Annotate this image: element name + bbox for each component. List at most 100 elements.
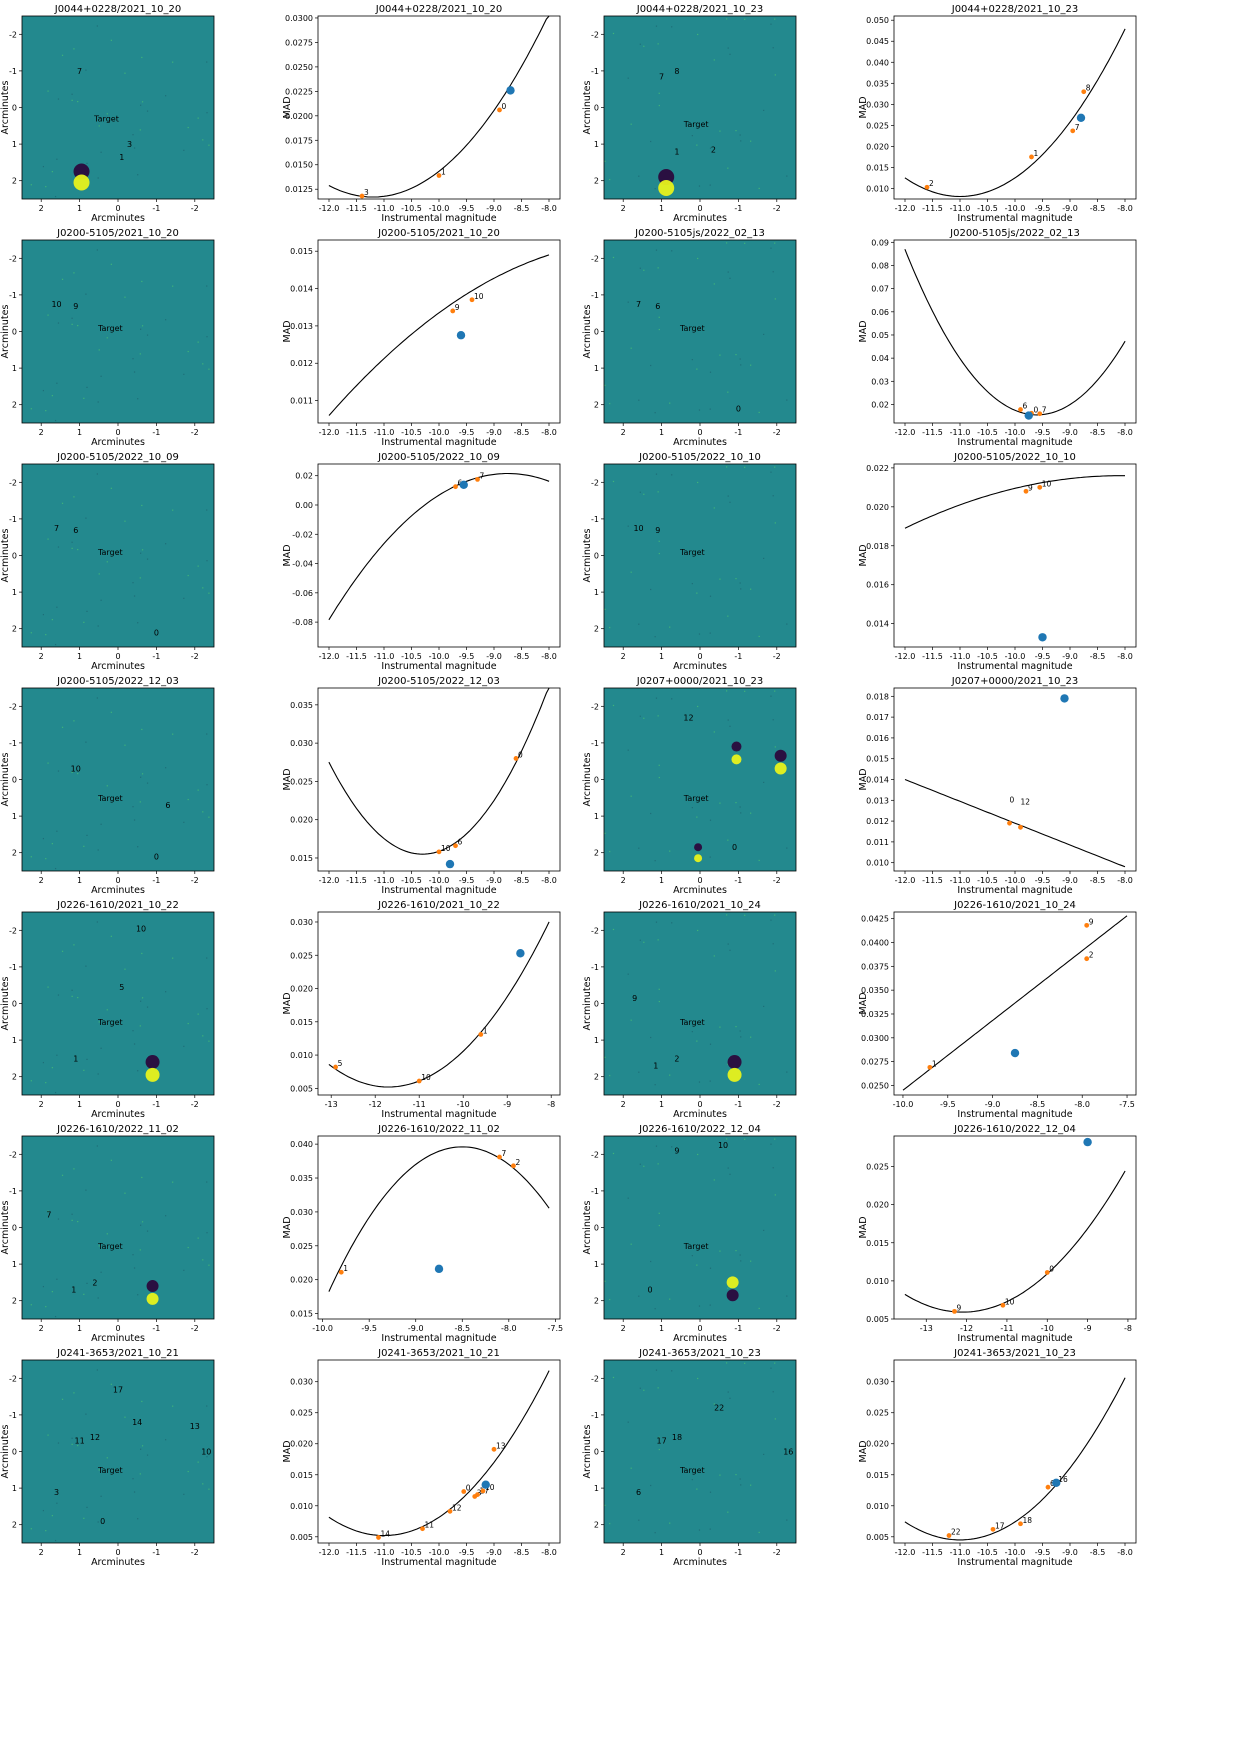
noise-pixel xyxy=(51,1291,53,1293)
target-label: Target xyxy=(97,794,123,803)
x-tick-label: -2 xyxy=(773,1548,781,1557)
panel-title: J0044+0228/2021_10_23 xyxy=(951,4,1079,15)
star-label: 22 xyxy=(714,1404,724,1413)
noise-pixel xyxy=(604,608,606,610)
star-label: 10 xyxy=(633,524,643,533)
y-tick-label: 1 xyxy=(594,812,599,821)
noise-pixel xyxy=(141,1445,144,1447)
x-tick-label: -8.0 xyxy=(541,204,557,213)
x-tick-label: -11.5 xyxy=(346,428,367,437)
x-tick-label: -9.5 xyxy=(459,1548,475,1557)
noise-pixel xyxy=(750,364,752,366)
x-tick-label: -9.5 xyxy=(1035,204,1051,213)
star-label: 0 xyxy=(154,628,159,637)
point-label: 11 xyxy=(425,1521,435,1530)
y-tick-label: 2 xyxy=(12,625,17,634)
noise-pixel xyxy=(630,1243,632,1245)
noise-pixel xyxy=(609,1074,611,1077)
noise-pixel xyxy=(47,1434,49,1436)
noise-pixel xyxy=(187,126,189,129)
noise-pixel xyxy=(770,23,772,25)
y-tick-label: -1 xyxy=(591,1411,599,1420)
noise-pixel xyxy=(709,1043,712,1045)
comparison-star-point xyxy=(1018,1521,1023,1527)
noise-pixel xyxy=(709,632,711,634)
x-tick-label: 2 xyxy=(621,652,626,661)
x-tick-label: 2 xyxy=(39,876,44,885)
noise-pixel xyxy=(750,1484,752,1486)
noise-pixel xyxy=(643,493,645,495)
comparison-star-point xyxy=(1000,1302,1006,1308)
y-tick-label: 2 xyxy=(12,1073,17,1082)
panel-svg: J0044+0228/2021_10_23 7 8 1 2 Target 2 1 0 -1 -2 -2… xyxy=(582,4,797,224)
y-axis-label: Arcminutes xyxy=(0,1201,11,1255)
noise-pixel xyxy=(45,186,47,188)
noise-pixel xyxy=(208,1040,210,1042)
comparison-star-point xyxy=(1029,154,1034,160)
y-tick-label: 2 xyxy=(12,1521,17,1530)
noise-pixel xyxy=(197,789,199,791)
noise-pixel xyxy=(137,1070,139,1072)
noise-pixel xyxy=(713,955,715,957)
comparison-star-point xyxy=(1018,407,1023,412)
star-label: 9 xyxy=(674,1147,679,1156)
noise-pixel xyxy=(71,989,73,991)
star-label: 6 xyxy=(655,302,660,311)
noise-pixel xyxy=(774,746,776,748)
noise-pixel xyxy=(30,856,32,858)
x-axis-label: Arcminutes xyxy=(91,1109,145,1120)
noise-pixel xyxy=(658,316,660,318)
x-tick-label: -9.0 xyxy=(486,204,502,213)
y-tick-label: -2 xyxy=(591,926,599,935)
noise-pixel xyxy=(658,328,660,331)
noise-pixel xyxy=(669,626,671,628)
noise-pixel xyxy=(73,1392,75,1394)
target-label: Target xyxy=(683,794,709,803)
noise-pixel xyxy=(740,1484,742,1486)
plot-frame xyxy=(893,1359,1137,1544)
star-label: 10 xyxy=(51,300,61,309)
noise-pixel xyxy=(71,1437,73,1439)
noise-pixel xyxy=(638,847,640,849)
noise-pixel xyxy=(202,587,204,589)
noise-pixel xyxy=(124,72,126,74)
x-tick-label: -8.0 xyxy=(541,652,557,661)
noise-pixel xyxy=(85,741,87,743)
noise-pixel xyxy=(638,1071,640,1073)
y-tick-label: 1 xyxy=(12,1484,17,1493)
x-axis-label: Instrumental magnitude xyxy=(957,437,1072,448)
noise-pixel xyxy=(71,323,73,325)
x-tick-label: -8.0 xyxy=(541,876,557,885)
noise-pixel xyxy=(630,795,632,797)
noise-pixel xyxy=(696,1040,698,1042)
x-axis-label: Instrumental magnitude xyxy=(381,1109,496,1120)
x-tick-label: 1 xyxy=(77,428,82,437)
noise-pixel xyxy=(86,1058,88,1060)
noise-pixel xyxy=(71,765,73,767)
target-point xyxy=(1052,1478,1061,1488)
noise-pixel xyxy=(106,337,108,339)
noise-pixel xyxy=(627,525,629,527)
panel-title: J0241-3653/2021_10_21 xyxy=(56,1348,179,1359)
comparison-star-point xyxy=(475,476,480,482)
y-tick-label: 0.0300 xyxy=(861,1034,889,1043)
noise-pixel xyxy=(83,397,85,399)
field-image-panel: J0241-3653/2021_10_21 17 14 13 12 11 10 3 0 Targe… xyxy=(0,1348,252,1572)
noise-pixel xyxy=(85,517,87,519)
noise-pixel xyxy=(758,1307,760,1310)
noise-pixel xyxy=(42,165,44,168)
x-tick-label: -9.0 xyxy=(486,876,502,885)
y-tick-label: 0.015 xyxy=(866,1239,889,1248)
noise-pixel xyxy=(165,1215,167,1217)
noise-pixel xyxy=(141,1400,143,1403)
panel-title: J0226-1610/2021_10_22 xyxy=(56,900,179,911)
noise-pixel xyxy=(97,1073,99,1075)
noise-pixel xyxy=(772,943,774,945)
noise-pixel xyxy=(719,1250,721,1252)
comparison-star-point xyxy=(1044,1270,1050,1275)
y-tick-label: 0.015 xyxy=(290,854,313,863)
noise-pixel xyxy=(141,101,144,103)
noise-pixel xyxy=(774,970,776,972)
noise-pixel xyxy=(96,697,98,699)
